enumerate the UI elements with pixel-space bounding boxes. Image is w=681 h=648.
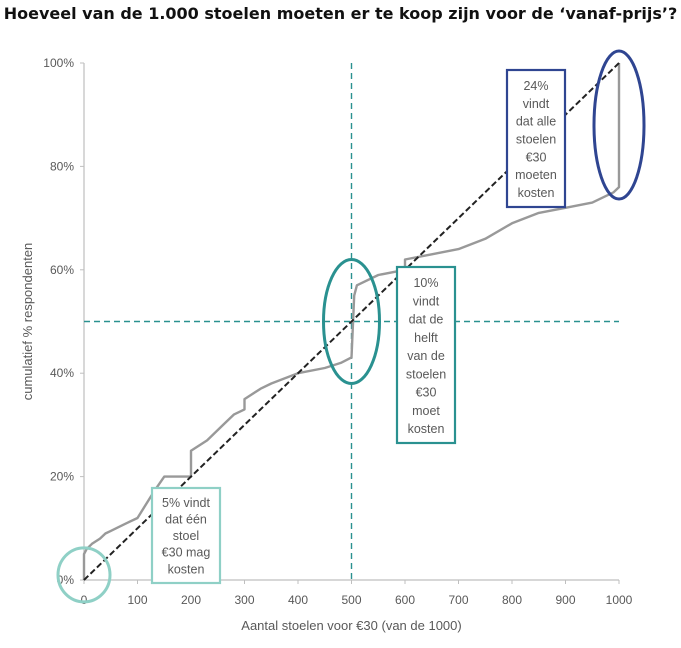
annotation-half-seats-text: stoelen	[406, 367, 446, 381]
annotation-half-seats-text: helft	[414, 331, 438, 345]
y-tick-label: 100%	[43, 56, 74, 70]
x-axis-title: Aantal stoelen voor €30 (van de 1000)	[241, 618, 461, 633]
y-tick-label: 0%	[57, 573, 75, 587]
annotation-one-seat-box	[150, 486, 222, 585]
x-tick-label: 300	[234, 593, 254, 607]
annotation-half-seats-highlight	[322, 258, 381, 385]
annotation-all-seats-text: 24%	[523, 79, 548, 93]
x-tick-label: 200	[181, 593, 201, 607]
annotation-all-seats-text: kosten	[518, 186, 555, 200]
x-tick-label: 900	[555, 593, 575, 607]
annotation-half-seats-text: €30	[416, 386, 437, 400]
annotation-all-seats-text: moeten	[515, 168, 557, 182]
annotation-all-seats-text: vindt	[523, 97, 550, 111]
y-tick-label: 40%	[50, 366, 74, 380]
cumulative-series-line	[82, 63, 621, 580]
annotation-all-seats-text: stoelen	[516, 133, 556, 147]
x-tick-label: 700	[448, 593, 468, 607]
x-tick-label: 400	[288, 593, 308, 607]
annotation-half-seats-text: moet	[412, 404, 440, 418]
annotation-half-seats-text: vindt	[413, 294, 440, 308]
x-tick-label: 1000	[606, 593, 633, 607]
annotation-all-seats-box	[505, 68, 567, 209]
annotation-half-seats-text: van de	[407, 349, 445, 363]
x-tick-label: 600	[395, 593, 415, 607]
y-tick-label: 60%	[50, 263, 74, 277]
annotation-one-seat-text: 5% vindt	[162, 496, 210, 510]
x-tick-label: 100	[127, 593, 147, 607]
annotation-one-seat-highlight	[56, 546, 112, 604]
y-tick-label: 20%	[50, 470, 74, 484]
annotation-half-seats-text: kosten	[408, 422, 445, 436]
y-tick-label: 80%	[50, 159, 74, 173]
annotation-all-seats-text: dat alle	[516, 115, 556, 129]
annotation-half-seats-text: dat de	[409, 313, 444, 327]
annotation-one-seat-text: dat één	[165, 513, 207, 527]
x-tick-label: 0	[81, 593, 88, 607]
annotation-one-seat-text: €30 mag	[162, 546, 211, 560]
diagonal-reference-series	[83, 62, 620, 581]
chart-title: Hoeveel van de 1.000 stoelen moeten er t…	[3, 4, 678, 23]
annotation-one-seat-text: kosten	[168, 562, 205, 576]
annotation-one-seat-text: stoel	[173, 529, 199, 543]
annotation-half-seats-text: 10%	[413, 276, 438, 290]
y-axis-title: cumulatief % respondenten	[20, 243, 35, 401]
annotation-half-seats-box	[395, 265, 457, 445]
x-tick-label: 500	[341, 593, 361, 607]
annotation-all-seats-text: €30	[526, 150, 547, 164]
annotation-all-seats-highlight	[592, 49, 646, 201]
x-tick-label: 800	[502, 593, 522, 607]
